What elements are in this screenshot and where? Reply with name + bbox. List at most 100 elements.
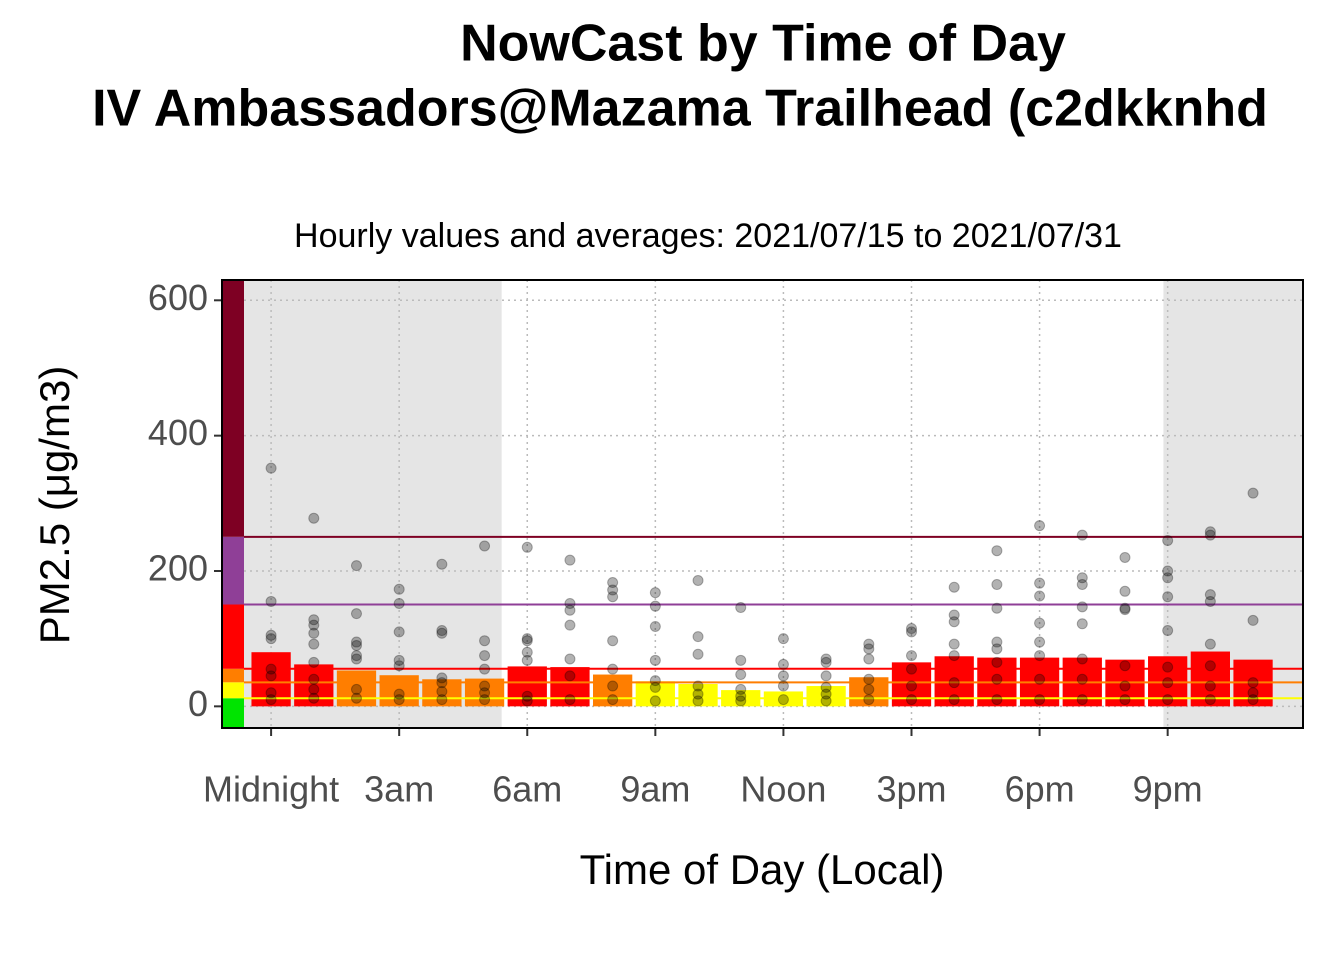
hourly-point xyxy=(350,636,362,648)
aqi-strip xyxy=(222,604,244,669)
hourly-point xyxy=(991,643,1003,655)
hourly-point xyxy=(1034,617,1046,629)
aqi-strip xyxy=(222,682,244,699)
hourly-point xyxy=(564,694,576,706)
hourly-point xyxy=(350,560,362,572)
hourly-point xyxy=(1247,614,1259,626)
hourly-point xyxy=(1034,673,1046,685)
hourly-point xyxy=(479,687,491,699)
hourly-point xyxy=(607,635,619,647)
hourly-point xyxy=(692,631,704,643)
hourly-point xyxy=(607,591,619,603)
hourly-point xyxy=(948,677,960,689)
bar xyxy=(507,666,547,707)
hourly-point xyxy=(265,633,277,645)
hourly-point xyxy=(649,620,661,632)
hourly-point xyxy=(1034,520,1046,532)
aqi-strip xyxy=(222,668,244,683)
hourly-point xyxy=(1247,694,1259,706)
hourly-point xyxy=(479,694,491,706)
hourly-point xyxy=(393,583,405,595)
hourly-point xyxy=(564,604,576,616)
hourly-point xyxy=(350,683,362,695)
hourly-point xyxy=(1119,660,1131,672)
hourly-point xyxy=(991,694,1003,706)
hourly-point xyxy=(607,694,619,706)
hourly-point xyxy=(863,653,875,665)
hourly-point xyxy=(820,653,832,665)
hourly-point xyxy=(607,663,619,675)
hourly-point xyxy=(1247,487,1259,499)
hourly-point xyxy=(777,694,789,706)
hourly-point xyxy=(1247,677,1259,689)
hourly-point xyxy=(863,683,875,695)
bar xyxy=(635,681,675,707)
hourly-point xyxy=(564,670,576,682)
hourly-point xyxy=(1034,577,1046,589)
hourly-point xyxy=(906,623,918,635)
bar xyxy=(806,686,846,707)
y-tick-label: 0 xyxy=(188,683,208,724)
hourly-point xyxy=(777,633,789,645)
hourly-point xyxy=(308,683,320,695)
hourly-point xyxy=(1076,529,1088,541)
hourly-point xyxy=(479,680,491,692)
hourly-point xyxy=(607,584,619,596)
hourly-point xyxy=(521,690,533,702)
hourly-point xyxy=(735,654,747,666)
hourly-point xyxy=(479,663,491,675)
hourly-point xyxy=(1034,590,1046,602)
hourly-point xyxy=(564,597,576,609)
hourly-point xyxy=(265,595,277,607)
hourly-point xyxy=(1119,604,1131,616)
hourly-point xyxy=(607,680,619,692)
hourly-point xyxy=(649,600,661,612)
hourly-point xyxy=(735,669,747,681)
hourly-point xyxy=(436,558,448,570)
x-axis-title: Time of Day (Local) xyxy=(580,846,945,893)
x-tick-label: 9am xyxy=(620,769,690,810)
hourly-point xyxy=(777,670,789,682)
hourly-point xyxy=(906,626,918,638)
hourly-point xyxy=(991,636,1003,648)
hourly-point xyxy=(1162,535,1174,547)
hourly-point xyxy=(1247,687,1259,699)
hourly-point xyxy=(393,660,405,672)
hourly-point xyxy=(479,635,491,647)
hourly-point xyxy=(1119,551,1131,563)
hourly-point xyxy=(820,681,832,693)
x-tick-label: 6pm xyxy=(1005,769,1075,810)
hourly-point xyxy=(350,608,362,620)
hourly-point xyxy=(1162,565,1174,577)
bar xyxy=(593,674,633,707)
hourly-point xyxy=(1076,572,1088,584)
hourly-point xyxy=(1034,636,1046,648)
hourly-point xyxy=(692,680,704,692)
night-shading xyxy=(1163,280,1303,728)
hourly-point xyxy=(436,677,448,689)
hourly-point xyxy=(735,690,747,702)
hourly-point xyxy=(1162,694,1174,706)
hourly-point xyxy=(649,695,661,707)
hourly-point xyxy=(777,680,789,692)
bar xyxy=(422,679,462,707)
hourly-point xyxy=(393,654,405,666)
hourly-point xyxy=(265,694,277,706)
hourly-point xyxy=(265,663,277,675)
hourly-point xyxy=(991,673,1003,685)
hourly-point xyxy=(948,650,960,662)
hourly-point xyxy=(265,670,277,682)
hourly-point xyxy=(308,627,320,639)
hourly-point xyxy=(393,626,405,638)
x-tick-label: 3pm xyxy=(876,769,946,810)
bar xyxy=(1190,651,1230,707)
hourly-point xyxy=(991,545,1003,557)
hourly-point xyxy=(1162,677,1174,689)
x-tick-label: 3am xyxy=(364,769,434,810)
hourly-point xyxy=(948,638,960,650)
hourly-point xyxy=(991,602,1003,614)
hourly-point xyxy=(308,673,320,685)
hourly-point xyxy=(1162,661,1174,673)
hourly-point xyxy=(735,695,747,707)
